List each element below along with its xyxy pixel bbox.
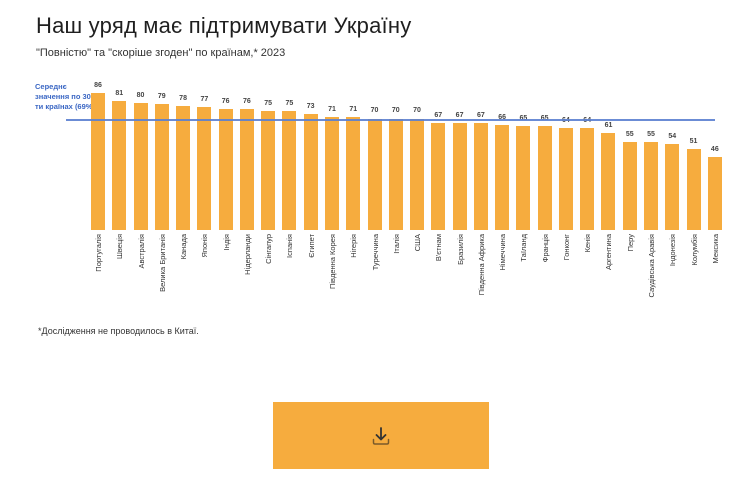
download-icon	[370, 425, 392, 447]
bar	[537, 126, 552, 230]
bar	[282, 110, 297, 230]
bar	[622, 142, 637, 230]
bar-value-label: 61	[604, 121, 613, 129]
bar	[218, 108, 233, 230]
x-axis-label: Сінгапур	[264, 234, 274, 264]
bar-value-label: 67	[455, 112, 464, 120]
x-axis-label: Гонконг	[561, 234, 571, 261]
bar-value-label: 70	[413, 107, 421, 115]
x-axis-label: Індія	[221, 234, 231, 251]
bar	[601, 132, 616, 230]
bar-value-label: 70	[391, 107, 400, 115]
average-reference-line	[66, 119, 715, 122]
download-button[interactable]	[273, 402, 489, 469]
bar-value-label: 51	[689, 137, 698, 145]
x-axis-label: Туреччина	[370, 234, 380, 271]
x-axis-label: Австралія	[136, 234, 146, 269]
bar-value-label: 79	[157, 93, 166, 101]
x-axis-label: Колумбія	[689, 234, 699, 266]
bar-value-label: 46	[710, 145, 719, 153]
bar	[580, 128, 595, 230]
bar	[303, 113, 318, 230]
bar	[176, 105, 191, 230]
bar-value-label: 76	[221, 97, 230, 105]
bar	[473, 123, 488, 230]
x-axis-label: Єгипет	[306, 234, 316, 258]
bar	[133, 102, 148, 230]
bar-value-label: 76	[242, 97, 251, 105]
bar	[558, 128, 573, 230]
bar-value-label: 86	[94, 82, 102, 89]
x-axis-label: Франція	[540, 234, 550, 263]
bar-value-label: 75	[264, 99, 273, 107]
bar-value-label: 65	[533, 115, 557, 122]
bar-value-label: 75	[285, 99, 294, 107]
chart-subtitle: "Повністю" та "скоріше згоден" по країна…	[36, 47, 286, 59]
bar	[388, 118, 403, 230]
footnote: *Дослідження не проводилось в Китаї.	[38, 326, 199, 336]
x-axis-label: США	[413, 234, 423, 252]
bar-chart: Середнє значення по 30-ти країнах (69%) …	[35, 82, 722, 298]
bar-value-label: 71	[328, 105, 336, 113]
x-axis-label: Португалія	[94, 234, 103, 272]
bar	[686, 148, 701, 230]
bar	[410, 118, 425, 230]
bar-value-label: 54	[668, 132, 677, 140]
bar	[644, 142, 659, 230]
bar-value-label: 70	[370, 107, 379, 115]
bar-value-label: 67	[434, 112, 443, 120]
bar-value-label: 55	[647, 131, 655, 139]
bar	[112, 100, 127, 230]
bar-value-label: 78	[179, 94, 187, 102]
bar-value-label: 81	[115, 89, 124, 97]
x-axis-label: Таїланд	[519, 234, 529, 262]
x-axis-label: Німеччина	[498, 234, 508, 271]
bar	[239, 108, 254, 230]
x-axis-label: Південна Африка	[476, 234, 486, 296]
bar	[91, 93, 105, 230]
bar-value-label: 71	[349, 105, 358, 113]
bar-value-label: 55	[625, 131, 634, 139]
bar	[495, 124, 510, 230]
bar	[431, 123, 446, 230]
x-axis-label: Нідерланди	[242, 234, 252, 275]
bar	[154, 104, 169, 230]
x-axis-label: Мексика	[710, 234, 720, 264]
bar-value-label: 73	[306, 102, 315, 110]
bar	[346, 116, 361, 230]
bar	[324, 116, 339, 230]
x-axis-label: Перу	[625, 234, 635, 252]
bar	[665, 143, 680, 230]
bar-value-label: 65	[511, 115, 535, 122]
x-axis-label: Іспанія	[285, 234, 295, 258]
bar-value-label: 77	[200, 96, 209, 104]
x-axis-label: В'єтнам	[434, 234, 444, 262]
average-label: Середнє значення по 30-ти країнах (69%)	[35, 82, 95, 111]
bar-value-label: 66	[498, 113, 507, 121]
x-axis-label: Нігерія	[349, 234, 359, 258]
x-axis-label: Велика Британія	[157, 234, 167, 292]
bar	[707, 156, 722, 230]
x-axis-label: Бразилія	[455, 234, 465, 265]
bar	[197, 107, 212, 230]
bar-value-label: 67	[476, 112, 485, 120]
bar-value-label: 80	[136, 91, 145, 99]
x-axis-label: Індонезія	[668, 234, 678, 267]
x-axis-label: Канада	[179, 234, 189, 260]
bar	[367, 118, 382, 230]
bar	[261, 110, 276, 230]
page-title: Наш уряд має підтримувати Україну	[36, 13, 412, 38]
bar	[516, 126, 531, 230]
x-axis-label: Південна Корея	[327, 234, 337, 289]
x-axis-label: Італія	[391, 234, 401, 254]
x-axis-label: Аргентина	[604, 234, 614, 270]
x-axis-label: Японія	[200, 234, 210, 258]
bar	[452, 123, 467, 230]
x-axis-label: Саудівська Аравія	[647, 234, 657, 298]
x-axis-label: Кенія	[583, 234, 593, 253]
x-axis-label: Швеція	[115, 234, 125, 259]
